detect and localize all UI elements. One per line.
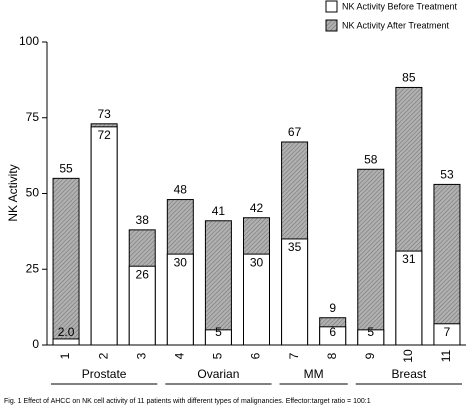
bar <box>281 238 309 346</box>
bar <box>52 177 80 346</box>
bar <box>357 329 385 346</box>
bar <box>90 126 118 346</box>
x-tick-label: 9 <box>363 352 377 359</box>
group-label: MM <box>304 367 324 381</box>
value-label: 38 <box>136 213 150 227</box>
value-label: 2.0 <box>58 325 75 339</box>
value-label: 73 <box>97 107 111 121</box>
bar <box>243 253 270 346</box>
y-tick-label: 75 <box>26 110 40 124</box>
bar <box>433 183 461 346</box>
caption: Fig. 1 Effect of AHCC on NK cell activit… <box>4 398 371 405</box>
x-tick-label: 6 <box>249 352 263 359</box>
x-tick-label: 1 <box>58 352 72 359</box>
value-label: 48 <box>174 183 188 197</box>
y-tick-label: 0 <box>32 337 39 351</box>
y-tick-label: 25 <box>26 261 40 275</box>
value-label: 85 <box>402 71 416 85</box>
value-label: 42 <box>250 201 264 215</box>
value-label: 5 <box>367 325 374 339</box>
value-label: 30 <box>174 255 188 269</box>
value-label: 6 <box>329 325 336 339</box>
bar <box>433 323 461 346</box>
value-label: 53 <box>440 168 454 182</box>
value-label: 31 <box>402 252 416 266</box>
value-label: 5 <box>215 325 222 339</box>
bar <box>52 338 80 346</box>
value-label: 72 <box>97 128 111 142</box>
x-tick-label: 7 <box>287 352 301 359</box>
legend-swatch <box>325 0 338 13</box>
value-label: 7 <box>444 325 451 339</box>
value-label: 58 <box>364 152 378 166</box>
y-tick-label: 100 <box>19 34 39 48</box>
bar <box>204 220 232 346</box>
group-label: Ovarian <box>197 367 239 381</box>
bar <box>357 168 385 346</box>
x-tick-label: 10 <box>401 349 415 363</box>
x-tick-label: 4 <box>172 352 186 359</box>
value-label: 67 <box>288 125 302 139</box>
value-label: 35 <box>288 240 302 254</box>
x-tick-label: 5 <box>211 352 225 359</box>
value-label: 30 <box>250 255 264 269</box>
y-tick-label: 50 <box>26 186 40 200</box>
bar <box>204 329 232 346</box>
legend-swatch <box>325 19 338 32</box>
y-axis-label: NK Activity <box>6 164 20 221</box>
x-tick-label: 8 <box>325 352 339 359</box>
value-label: 41 <box>212 204 226 218</box>
value-label: 55 <box>59 162 73 176</box>
x-tick-label: 2 <box>96 352 110 359</box>
legend-label: NK Activity After Treatment <box>342 20 450 30</box>
bar <box>166 253 194 346</box>
group-label: Prostate <box>82 367 127 381</box>
x-tick-label: 3 <box>134 352 148 359</box>
bar <box>128 265 156 346</box>
value-label: 9 <box>329 301 336 315</box>
legend-label: NK Activity Before Treatment <box>342 1 458 11</box>
value-label: 26 <box>136 267 150 281</box>
bar <box>395 250 423 346</box>
x-tick-label: 11 <box>439 349 453 362</box>
group-label: Breast <box>392 367 427 381</box>
bar <box>319 326 347 346</box>
